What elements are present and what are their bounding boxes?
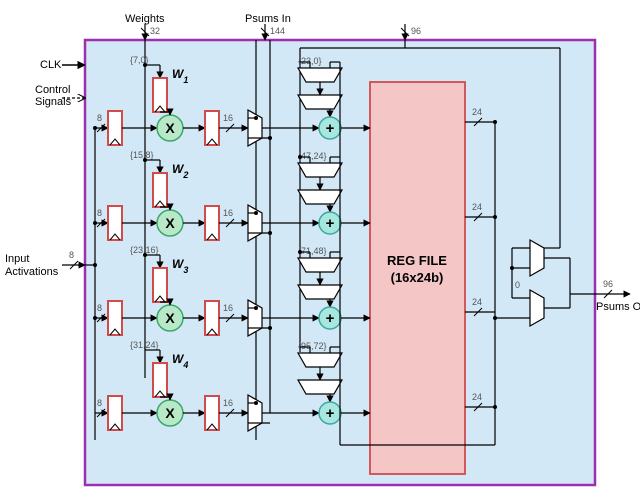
svg-text:16: 16 [223, 208, 233, 218]
svg-text:8: 8 [97, 398, 102, 408]
inact-label-1: Input [5, 253, 29, 265]
ctrl-label-2: Signals [35, 96, 72, 108]
regfile-label-2: (16x24b) [391, 270, 444, 285]
psums-out-width: 96 [603, 279, 613, 289]
svg-text:24: 24 [472, 202, 482, 212]
inact-width: 8 [69, 250, 74, 260]
weights-label: Weights [125, 13, 165, 25]
svg-text:{47,24}: {47,24} [298, 151, 327, 161]
clk-label: CLK [40, 59, 62, 71]
svg-text:{71,48}: {71,48} [298, 246, 327, 256]
psums-in-label: Psums In [245, 13, 291, 25]
svg-text:8: 8 [97, 208, 102, 218]
svg-text:24: 24 [472, 107, 482, 117]
svg-text:8: 8 [97, 303, 102, 313]
svg-text:8: 8 [97, 113, 102, 123]
svg-text:16: 16 [223, 113, 233, 123]
svg-text:{95,72}: {95,72} [298, 341, 327, 351]
svg-text:24: 24 [472, 297, 482, 307]
ctrl-label-1: Control [35, 84, 70, 96]
svg-text:16: 16 [223, 303, 233, 313]
svg-text:{31,24}: {31,24} [130, 340, 159, 350]
svg-text:{15,8}: {15,8} [130, 150, 154, 160]
svg-text:24: 24 [472, 392, 482, 402]
top-right-width: 96 [411, 26, 421, 36]
regfile-label-1: REG FILE [387, 253, 447, 268]
inact-label-2: Activations [5, 266, 59, 278]
weights-width: 32 [150, 26, 160, 36]
svg-text:16: 16 [223, 398, 233, 408]
psumsin-width: 144 [270, 26, 285, 36]
psums-out-label: Psums Out [596, 301, 640, 313]
zero-label: 0 [515, 280, 520, 290]
